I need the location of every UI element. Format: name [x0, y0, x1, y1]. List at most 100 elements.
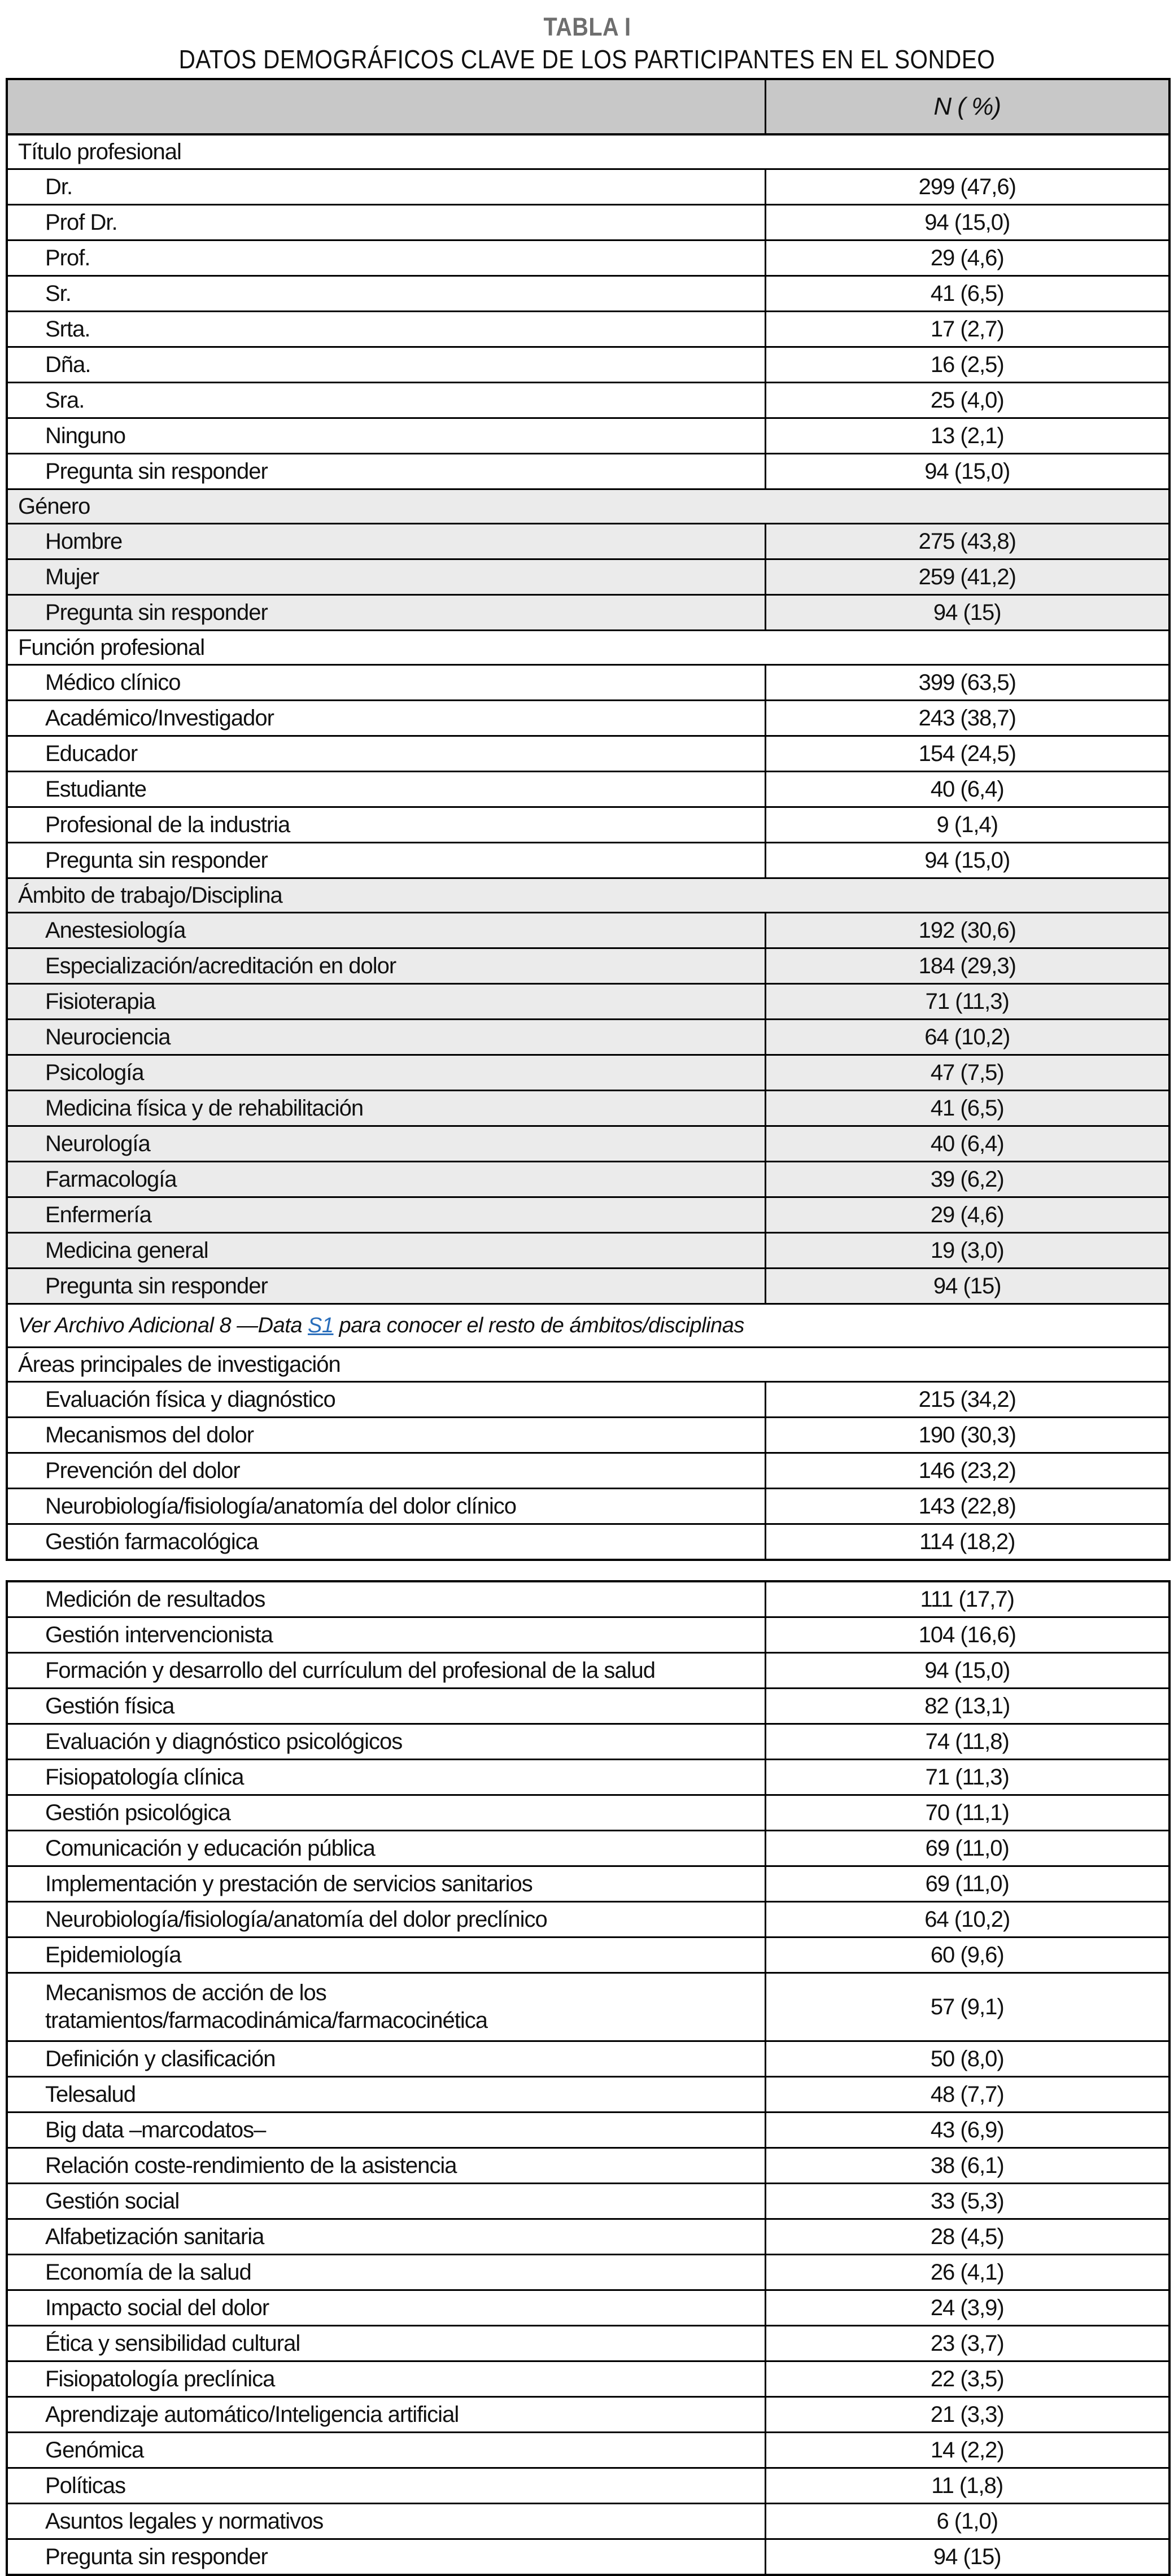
row-label: Fisiopatología preclínica [6, 2360, 766, 2398]
data-s1-link[interactable]: S1 [308, 1313, 334, 1337]
row-label: Médico clínico [6, 664, 766, 701]
row-label: Políticas [6, 2467, 766, 2504]
table-row: Comunicación y educación pública 69 (11,0… [6, 1830, 1171, 1867]
table-row: Aprendizaje automático/Inteligencia arti… [6, 2396, 1171, 2433]
table-row: Pregunta sin responder 94 (15) [6, 2538, 1171, 2576]
row-label: Hombre [6, 523, 766, 560]
table-row: Sra. 25 (4,0) [6, 382, 1171, 419]
row-label: Anestesiología [6, 912, 766, 949]
row-value: 111 (17,7) [764, 1580, 1171, 1618]
row-label: Prof Dr. [6, 204, 766, 241]
section-label: Género [6, 488, 1171, 524]
row-label: Comunicación y educación pública [6, 1830, 766, 1867]
table-row: Implementación y prestación de servicios… [6, 1865, 1171, 1903]
table-row: Epidemiología 60 (9,6) [6, 1936, 1171, 1974]
table-row: Gestión psicológica 70 (11,1) [6, 1794, 1171, 1831]
row-label: Medicina física y de rehabilitación [6, 1090, 766, 1127]
row-label: Formación y desarrollo del currículum de… [6, 1652, 766, 1689]
table-row: Evaluación física y diagnóstico 215 (34,2… [6, 1381, 1171, 1418]
row-label: Economía de la salud [6, 2254, 766, 2291]
row-label: Ninguno [6, 417, 766, 454]
table-row: Impacto social del dolor 24 (3,9) [6, 2289, 1171, 2326]
table-row: Evaluación y diagnóstico psicológicos 74 … [6, 1723, 1171, 1760]
row-label: Asuntos legales y normativos [6, 2503, 766, 2540]
row-value: 71 (11,3) [764, 983, 1171, 1020]
table-row: Farmacología 39 (6,2) [6, 1161, 1171, 1198]
row-label: Pregunta sin responder [6, 842, 766, 879]
row-value: 48 (7,7) [764, 2076, 1171, 2113]
row-label: Impacto social del dolor [6, 2289, 766, 2326]
row-label: Ética y sensibilidad cultural [6, 2325, 766, 2362]
row-label: Prof. [6, 239, 766, 277]
row-label: Evaluación física y diagnóstico [6, 1381, 766, 1418]
header-row: N ( %) [6, 78, 1171, 135]
row-value: 23 (3,7) [764, 2325, 1171, 2362]
row-label: Profesional de la industria [6, 806, 766, 843]
row-value: 13 (2,1) [764, 417, 1171, 454]
table-row: Neurología 40 (6,4) [6, 1125, 1171, 1162]
section-label: Áreas principales de investigación [6, 1346, 1171, 1383]
row-value: 399 (63,5) [764, 664, 1171, 701]
table-row: Pregunta sin responder 94 (15) [6, 1267, 1171, 1305]
row-label: Neurobiología/fisiología/anatomía del do… [6, 1488, 766, 1525]
table-row: Anestesiología 192 (30,6) [6, 912, 1171, 949]
row-label: Especialización/acreditación en dolor [6, 947, 766, 985]
row-label: Sra. [6, 382, 766, 419]
table-row: Psicología 47 (7,5) [6, 1054, 1171, 1091]
table-row: Mecanismos del dolor 190 (30,3) [6, 1416, 1171, 1454]
row-label: Psicología [6, 1054, 766, 1091]
row-value: 259 (41,2) [764, 558, 1171, 596]
row-value: 22 (3,5) [764, 2360, 1171, 2398]
table-title-text: DATOS DEMOGRÁFICOS CLAVE DE LOS PARTICIP… [178, 45, 996, 74]
row-value: 38 (6,1) [764, 2147, 1171, 2184]
row-label: Neurología [6, 1125, 766, 1162]
row-label: Neurobiología/fisiología/anatomía del do… [6, 1901, 766, 1938]
row-value: 40 (6,4) [764, 1125, 1171, 1162]
row-value: 215 (34,2) [764, 1381, 1171, 1418]
row-label: Medicina general [6, 1232, 766, 1269]
row-label: Gestión intervencionista [6, 1616, 766, 1654]
row-value: 94 (15) [764, 1267, 1171, 1305]
section-header-row: Título profesional [6, 133, 1171, 170]
row-value: 143 (22,8) [764, 1488, 1171, 1525]
footnote-prefix: Ver Archivo Adicional 8 —Data [18, 1313, 308, 1337]
row-label: Estudiante [6, 771, 766, 808]
table-row: Fisiopatología preclínica 22 (3,5) [6, 2360, 1171, 2398]
table-row: Prof Dr. 94 (15,0) [6, 204, 1171, 241]
row-value: 21 (3,3) [764, 2396, 1171, 2433]
row-label: Telesalud [6, 2076, 766, 2113]
table-row: Educador 154 (24,5) [6, 735, 1171, 772]
row-label: Neurociencia [6, 1018, 766, 1056]
row-value: 243 (38,7) [764, 699, 1171, 737]
table-break-gap [6, 1561, 1168, 1580]
table-row: Economía de la salud 26 (4,1) [6, 2254, 1171, 2291]
table-row: Pregunta sin responder 94 (15) [6, 594, 1171, 631]
table-row: Formación y desarrollo del currículum de… [6, 1652, 1171, 1689]
row-label: Genómica [6, 2431, 766, 2469]
table-row: Ninguno 13 (2,1) [6, 417, 1171, 454]
row-value: 19 (3,0) [764, 1232, 1171, 1269]
table-row: Profesional de la industria 9 (1,4) [6, 806, 1171, 843]
header-n-percent-cell: N ( %) [764, 78, 1171, 135]
row-label: Fisiopatología clínica [6, 1759, 766, 1796]
row-label: Big data –marcodatos– [6, 2111, 766, 2149]
table-row: Medicina general 19 (3,0) [6, 1232, 1171, 1269]
table-part-2: Medición de resultados 111 (17,7) Gestión … [6, 1580, 1171, 2576]
table-row: Telesalud 48 (7,7) [6, 2076, 1171, 2113]
row-label: Académico/Investigador [6, 699, 766, 737]
row-value: 190 (30,3) [764, 1416, 1171, 1454]
table-caption: TABLA I DATOS DEMOGRÁFICOS CLAVE DE LOS … [0, 0, 1174, 78]
row-label: Aprendizaje automático/Inteligencia arti… [6, 2396, 766, 2433]
table-row: Dr. 299 (47,6) [6, 168, 1171, 205]
row-value: 9 (1,4) [764, 806, 1171, 843]
row-value: 146 (23,2) [764, 1452, 1171, 1489]
row-label: Prevención del dolor [6, 1452, 766, 1489]
footnote-text: Ver Archivo Adicional 8 —Data S1 para co… [6, 1303, 1171, 1348]
section-header-row: Género [6, 488, 1171, 524]
row-value: 94 (15,0) [764, 842, 1171, 879]
row-value: 82 (13,1) [764, 1687, 1171, 1725]
row-value: 154 (24,5) [764, 735, 1171, 772]
row-label: Dr. [6, 168, 766, 205]
table-row: Gestión física 82 (13,1) [6, 1687, 1171, 1725]
table-row: Neurobiología/fisiología/anatomía del do… [6, 1488, 1171, 1525]
